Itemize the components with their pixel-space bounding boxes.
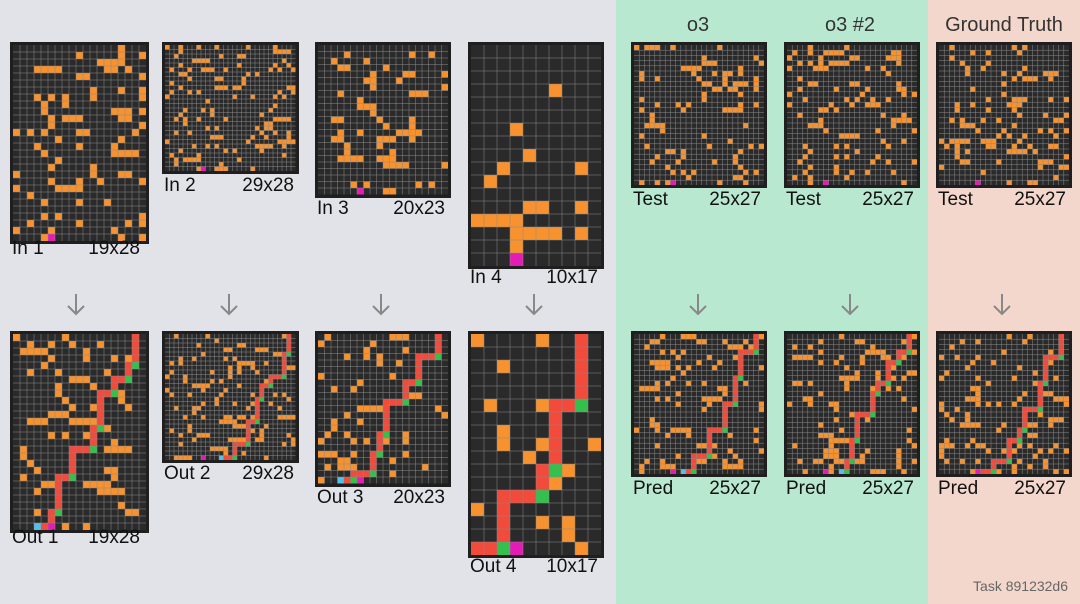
arrow-down-icon	[372, 294, 390, 316]
grid-ground-truth-test	[936, 42, 1072, 189]
grid-name: In 2	[164, 175, 196, 196]
arrow-down-icon	[67, 294, 85, 316]
grid-size: 25x27	[862, 478, 914, 499]
grid-name: Out 4	[470, 556, 517, 577]
grid-name: Out 3	[317, 487, 364, 508]
grid-size: 25x27	[709, 478, 761, 499]
grid-name: Test	[938, 189, 973, 210]
grid-name: Out 1	[12, 527, 59, 548]
grid-o3-2-pred	[784, 331, 920, 478]
grid-size: 19x28	[88, 527, 140, 548]
label-o3-test: Test 25x27	[633, 189, 761, 211]
label-out-1: Out 1 19x28	[12, 527, 140, 549]
grid-in-1	[10, 42, 149, 244]
arrow-down-icon	[841, 294, 859, 316]
grid-in-2	[162, 42, 299, 174]
task-id-label: Task 891232d6	[973, 578, 1068, 594]
grid-o3-2-test	[784, 42, 920, 189]
grid-name: Pred	[633, 478, 674, 499]
grid-size: 10x17	[546, 556, 598, 577]
label-o3-pred: Pred 25x27	[633, 478, 761, 500]
label-in-1: In 1 19x28	[12, 238, 140, 260]
label-out-3: Out 3 20x23	[317, 487, 445, 509]
grid-out-1	[10, 331, 149, 533]
grid-size: 25x27	[1014, 478, 1066, 499]
grid-size: 25x27	[709, 189, 761, 210]
grid-name: In 4	[470, 267, 502, 288]
grid-name: Pred	[938, 478, 979, 499]
label-in-4: In 4 10x17	[470, 267, 598, 289]
grid-name: Test	[786, 189, 821, 210]
grid-in-4	[468, 42, 604, 269]
grid-o3-test	[631, 42, 767, 189]
header-ground-truth: Ground Truth	[945, 14, 1063, 36]
grid-size: 19x28	[88, 238, 140, 259]
grid-name: Pred	[786, 478, 827, 499]
header-o3: o3	[686, 14, 710, 36]
grid-name: In 3	[317, 198, 349, 219]
grid-out-2	[162, 331, 299, 463]
grid-in-3	[315, 42, 451, 198]
grid-ground-truth-pred	[936, 331, 1072, 478]
label-o3-2-pred: Pred 25x27	[786, 478, 914, 500]
arrow-down-icon	[993, 294, 1011, 316]
grid-out-4	[468, 331, 604, 558]
header-o3-2: o3 #2	[824, 14, 876, 36]
label-ground-truth-test: Test 25x27	[938, 189, 1066, 211]
grid-size: 29x28	[242, 175, 294, 196]
grid-size: 29x28	[242, 463, 294, 484]
grid-name: In 1	[12, 238, 44, 259]
label-out-2: Out 2 29x28	[164, 463, 294, 485]
grid-size: 20x23	[393, 198, 445, 219]
label-o3-2-test: Test 25x27	[786, 189, 914, 211]
grid-name: Out 2	[164, 463, 211, 484]
label-in-2: In 2 29x28	[164, 175, 294, 197]
grid-size: 10x17	[546, 267, 598, 288]
grid-size: 20x23	[393, 487, 445, 508]
grid-size: 25x27	[862, 189, 914, 210]
label-in-3: In 3 20x23	[317, 198, 445, 220]
arrow-down-icon	[689, 294, 707, 316]
arrow-down-icon	[220, 294, 238, 316]
grid-size: 25x27	[1014, 189, 1066, 210]
label-out-4: Out 4 10x17	[470, 556, 598, 578]
label-ground-truth-pred: Pred 25x27	[938, 478, 1066, 500]
grid-out-3	[315, 331, 451, 487]
grid-name: Test	[633, 189, 668, 210]
grid-o3-pred	[631, 331, 767, 478]
arrow-down-icon	[525, 294, 543, 316]
